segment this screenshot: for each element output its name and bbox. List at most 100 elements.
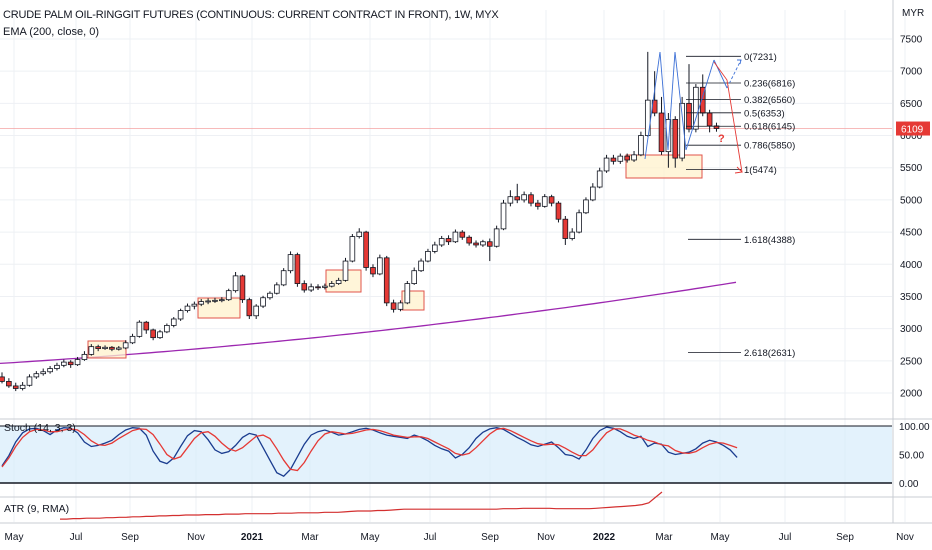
candle-body [467, 237, 472, 243]
candle-body [268, 293, 273, 298]
price-tick-label: 4000 [900, 260, 923, 271]
price-tick-label: 2500 [900, 356, 923, 367]
candle-body [597, 171, 602, 187]
candle-body [20, 385, 25, 388]
candle-body [199, 302, 204, 305]
candle-body [0, 377, 4, 382]
candle-body [494, 229, 499, 246]
candle-body [6, 381, 11, 386]
stoch-tick-label: 0.00 [899, 479, 919, 490]
candle-body [34, 374, 39, 377]
time-tick-label: Mar [301, 532, 319, 543]
candle-body [137, 322, 142, 336]
red-projection-line [714, 62, 742, 172]
candle-body [103, 347, 108, 348]
candle-body [41, 372, 46, 374]
stoch-band [0, 426, 892, 483]
candle-body [611, 158, 616, 161]
consolidation-boxes [88, 155, 702, 358]
projection-line [727, 60, 741, 88]
time-tick-label: Nov [187, 532, 205, 543]
candle-body [27, 377, 32, 385]
candle-body [206, 301, 211, 302]
time-tick-label: May [711, 532, 730, 543]
candle-body [329, 284, 334, 287]
candle-body [515, 197, 520, 200]
consolidation-box [198, 298, 240, 318]
atr-legend[interactable]: ATR (9, RMA) [4, 503, 69, 515]
candle-body [82, 354, 87, 359]
candle-body [625, 156, 630, 160]
candle-body [439, 239, 444, 245]
candle-body [419, 261, 424, 271]
fib-level-label: 1(5474) [744, 165, 777, 176]
fib-level-label: 1.618(4388) [744, 235, 795, 246]
candle-body [618, 156, 623, 161]
candle-body [659, 113, 664, 152]
stoch-legend[interactable]: Stoch (14, 3, 3) [4, 422, 76, 434]
time-tick-label: Sep [836, 532, 854, 543]
candle-body [123, 343, 128, 348]
candle-body [474, 243, 479, 245]
candle-body [398, 303, 403, 309]
price-tick-label: 3000 [900, 324, 923, 335]
candle-body [639, 136, 644, 155]
price-tick-label: 3500 [900, 292, 923, 303]
candle-body [192, 304, 197, 306]
candle-body [261, 298, 266, 306]
candle-body [144, 322, 149, 330]
candle-body [563, 219, 568, 238]
candle-body [481, 242, 486, 245]
time-tick-label: Sep [481, 532, 499, 543]
time-tick-label: Jul [70, 532, 83, 543]
candle-body [130, 336, 135, 342]
price-tick-label: 5000 [900, 195, 923, 206]
fib-level-label: 0.5(6353) [744, 108, 785, 119]
candle-body [535, 203, 540, 206]
candle-body [68, 362, 73, 365]
candle-body [487, 242, 492, 247]
candle-body [213, 300, 218, 301]
candle-body [343, 261, 348, 280]
candle-body [247, 300, 252, 316]
candle-body [570, 232, 575, 238]
candle-body [13, 386, 18, 389]
time-tick-label: Sep [121, 532, 139, 543]
candle-body [405, 284, 410, 303]
candle-body [48, 369, 53, 372]
candle-body [542, 197, 547, 207]
candle-body [590, 187, 595, 200]
candle-body [158, 332, 163, 338]
ema-legend[interactable]: EMA (200, close, 0) [3, 26, 99, 38]
candle-body [219, 300, 224, 301]
candle-body [185, 306, 190, 311]
candle-body [549, 197, 554, 203]
candle-body [288, 255, 293, 271]
price-tick-label: 7000 [900, 67, 923, 78]
price-tick-label: 2000 [900, 389, 923, 400]
candle-body [55, 365, 60, 368]
consolidation-box [626, 155, 702, 178]
fib-level-label: 2.618(2631) [744, 348, 795, 359]
candle-body [164, 325, 169, 331]
atr-line [60, 492, 662, 519]
price-tick-label: 4500 [900, 228, 923, 239]
candle-body [556, 203, 561, 219]
candle-body [426, 251, 431, 261]
candle-body [116, 348, 121, 349]
time-tick-label: May [361, 532, 380, 543]
candle-body [460, 232, 465, 237]
candle-body [89, 347, 94, 355]
candle-body [707, 113, 712, 126]
time-tick-label: Mar [655, 532, 673, 543]
price-tick-label: 6500 [900, 99, 923, 110]
candle-body [171, 319, 176, 325]
candle-body [281, 271, 286, 285]
candle-body [350, 237, 355, 261]
candle-body [110, 347, 115, 349]
atr-panel [60, 492, 662, 519]
last-price-label: 6109 [901, 125, 924, 136]
candle-body [364, 232, 369, 267]
candle-body [226, 291, 231, 300]
